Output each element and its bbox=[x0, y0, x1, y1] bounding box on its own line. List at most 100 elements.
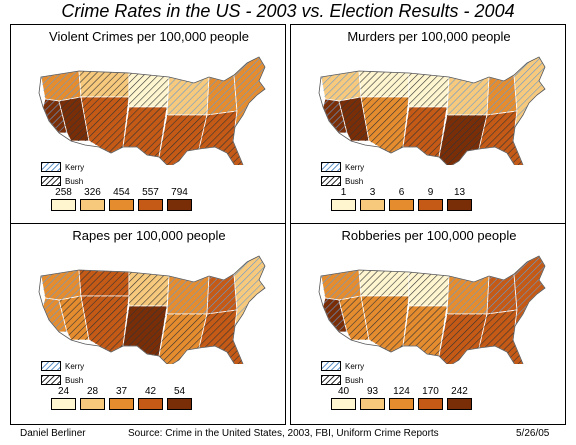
scale-value: 170 bbox=[422, 386, 439, 397]
kerry-hatch bbox=[321, 270, 361, 300]
vote-legend-label: Bush bbox=[65, 375, 84, 385]
scale-swatch bbox=[80, 199, 105, 211]
scale-step: 37 bbox=[109, 386, 134, 410]
scale-swatch bbox=[51, 199, 76, 211]
bush-hatch bbox=[359, 270, 409, 296]
vote-legend: Kerry Bush bbox=[41, 162, 84, 190]
scale-step: 6 bbox=[389, 187, 414, 211]
scale-value: 42 bbox=[144, 386, 157, 397]
scale-step: 24 bbox=[51, 386, 76, 410]
kerry-hatch bbox=[514, 57, 545, 127]
kerry-hatch bbox=[323, 298, 347, 332]
bush-hatch bbox=[123, 306, 167, 356]
footer-date: 5/26/05 bbox=[516, 428, 550, 439]
vote-legend-item: Kerry bbox=[321, 361, 364, 371]
kerry-hatch bbox=[447, 276, 489, 314]
scale-value: 93 bbox=[366, 386, 379, 397]
scale-value: 3 bbox=[369, 187, 376, 198]
scale-step: 170 bbox=[418, 386, 443, 410]
scale-swatch bbox=[167, 199, 192, 211]
scale-step: 54 bbox=[167, 386, 192, 410]
bush-hatch bbox=[129, 272, 169, 306]
us-outline bbox=[38, 255, 266, 364]
bush-hatch bbox=[59, 296, 89, 340]
kerry-hatch bbox=[487, 75, 517, 115]
bush-hatch bbox=[359, 71, 409, 97]
bush-hatch bbox=[81, 97, 129, 153]
scale-step: 242 bbox=[447, 386, 472, 410]
us-outline bbox=[38, 56, 266, 165]
bush-hatch bbox=[403, 306, 447, 356]
scale-value: 24 bbox=[57, 386, 70, 397]
scale-swatch bbox=[331, 398, 356, 410]
hatch-kerry-swatch bbox=[41, 162, 61, 172]
bush-hatch bbox=[479, 111, 523, 165]
scale-value: 40 bbox=[337, 386, 350, 397]
bush-hatch bbox=[159, 314, 207, 364]
scale-step: 40 bbox=[331, 386, 356, 410]
map-panel-murders: Murders per 100,000 people Kerry Bush 1 3 6 9… bbox=[290, 24, 566, 226]
bush-hatch bbox=[409, 272, 449, 306]
scale-value: 557 bbox=[142, 187, 159, 198]
map-panel-robberies: Robberies per 100,000 people Kerry Bush 40… bbox=[290, 223, 566, 425]
scale-swatch bbox=[109, 199, 134, 211]
bush-hatch bbox=[199, 111, 243, 165]
kerry-hatch bbox=[167, 276, 209, 314]
bush-hatch bbox=[59, 97, 89, 141]
scale-step: 3 bbox=[360, 187, 385, 211]
scale-value: 28 bbox=[86, 386, 99, 397]
scale-swatch bbox=[418, 199, 443, 211]
bush-hatch bbox=[403, 107, 447, 157]
scale-step: 9 bbox=[418, 187, 443, 211]
scale-step: 13 bbox=[447, 187, 472, 211]
scale-step: 557 bbox=[138, 187, 163, 211]
kerry-hatch bbox=[234, 57, 265, 127]
scale-swatch bbox=[51, 398, 76, 410]
scale-swatch bbox=[80, 398, 105, 410]
bush-hatch bbox=[199, 310, 243, 364]
hatch-bush-swatch bbox=[41, 176, 61, 186]
vote-legend-item: Bush bbox=[41, 176, 84, 186]
vote-legend-item: Kerry bbox=[41, 361, 84, 371]
kerry-hatch bbox=[447, 77, 489, 115]
vote-legend-label: Kerry bbox=[345, 361, 365, 371]
bush-hatch bbox=[439, 115, 487, 165]
footer-source: Source: Crime in the United States, 2003… bbox=[128, 428, 439, 439]
scale-value: 326 bbox=[84, 187, 101, 198]
bush-hatch bbox=[361, 296, 409, 352]
bush-hatch bbox=[409, 73, 449, 107]
bush-hatch bbox=[79, 270, 129, 296]
scale-value: 242 bbox=[451, 386, 468, 397]
scale-value: 54 bbox=[173, 386, 186, 397]
scale-step: 258 bbox=[51, 187, 76, 211]
kerry-hatch bbox=[167, 77, 209, 115]
color-scale-legend: 40 93 124 170 242 bbox=[331, 386, 476, 410]
scale-swatch bbox=[138, 398, 163, 410]
bush-hatch bbox=[339, 296, 369, 340]
vote-legend-item: Bush bbox=[321, 375, 364, 385]
vote-legend: Kerry Bush bbox=[321, 361, 364, 389]
scale-swatch bbox=[389, 199, 414, 211]
scale-value: 13 bbox=[453, 187, 466, 198]
hatch-kerry-swatch bbox=[41, 361, 61, 371]
hatch-kerry-swatch bbox=[321, 361, 341, 371]
scale-swatch bbox=[360, 199, 385, 211]
kerry-hatch bbox=[207, 274, 237, 314]
panel-title: Robberies per 100,000 people bbox=[341, 228, 517, 243]
us-outline bbox=[318, 255, 546, 364]
kerry-hatch bbox=[234, 256, 265, 326]
map-panel-violent: Violent Crimes per 100,000 people Kerry B… bbox=[10, 24, 286, 226]
bush-hatch bbox=[159, 115, 207, 165]
scale-value: 454 bbox=[113, 187, 130, 198]
scale-value: 1 bbox=[340, 187, 347, 198]
vote-legend-label: Bush bbox=[345, 176, 364, 186]
hatch-kerry-swatch bbox=[321, 162, 341, 172]
color-scale-legend: 1 3 6 9 13 bbox=[331, 187, 476, 211]
bush-hatch bbox=[129, 73, 169, 107]
scale-swatch bbox=[360, 398, 385, 410]
hatch-bush-swatch bbox=[321, 176, 341, 186]
kerry-hatch bbox=[43, 99, 67, 133]
scale-step: 93 bbox=[360, 386, 385, 410]
panel-title: Violent Crimes per 100,000 people bbox=[49, 29, 249, 44]
scale-swatch bbox=[418, 398, 443, 410]
